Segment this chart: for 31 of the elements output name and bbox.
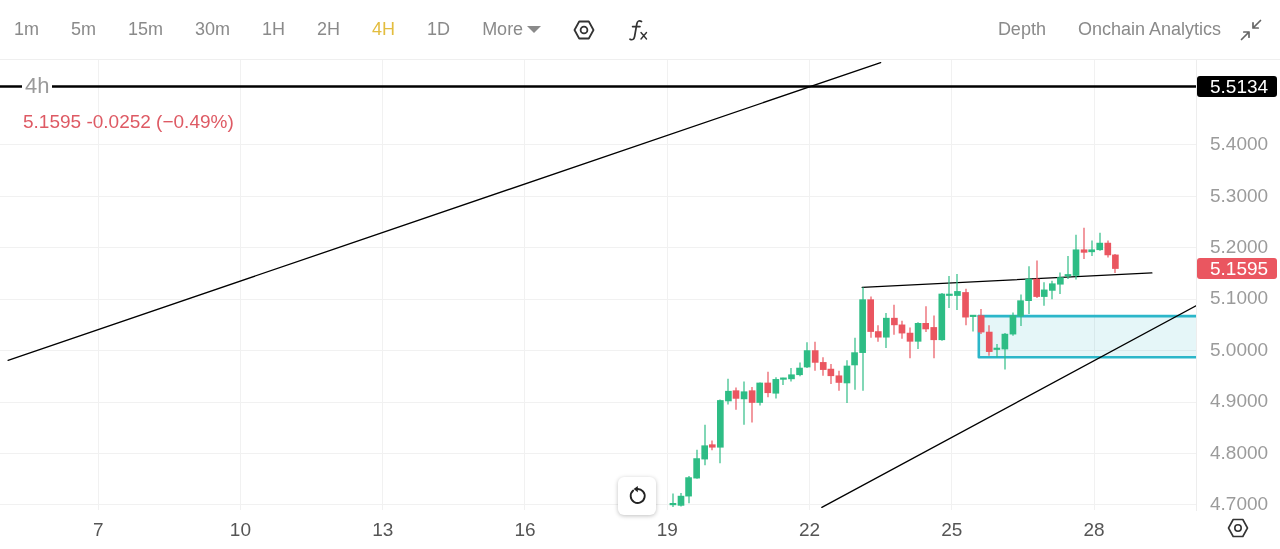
y-tick-label: 4.8000 — [1210, 441, 1269, 463]
text: 4h — [22, 73, 53, 99]
x-tick-label: 16 — [514, 518, 536, 540]
y-tick-label: 5.0000 — [1210, 338, 1269, 360]
x-tick-label: 7 — [92, 518, 104, 540]
text: 5.1595 -0.0252 (−0.49%) — [23, 110, 234, 134]
y-tick-label: 4.9000 — [1210, 390, 1269, 412]
text: More — [482, 19, 524, 40]
x-tick-label: 19 — [656, 518, 678, 540]
y-tick-label: 5.4000 — [1210, 133, 1269, 155]
text: 1m — [14, 19, 40, 40]
x-tick-label: 22 — [798, 518, 821, 540]
text: 1D — [427, 19, 451, 40]
y-tick-label: 5.1000 — [1210, 287, 1269, 309]
x-tick-label: 28 — [1083, 518, 1105, 540]
text: 2H — [317, 19, 341, 40]
x-tick-label: 25 — [941, 518, 963, 540]
y-tick-label: 5.3000 — [1210, 184, 1269, 206]
text: Depth — [997, 19, 1046, 40]
text: 5.1595 — [1210, 257, 1269, 279]
text: 4H — [372, 19, 396, 40]
x-tick-label: 10 — [229, 518, 251, 540]
x-tick-label: 13 — [372, 518, 394, 540]
text: 15m — [128, 19, 164, 40]
text: Onchain Analytics — [1077, 19, 1221, 40]
text: 30m — [195, 19, 231, 40]
y-tick-label: 5.2000 — [1210, 235, 1269, 257]
ref-line-label: 5.5134 — [1210, 75, 1269, 97]
y-tick-label: 4.7000 — [1210, 493, 1269, 515]
text: 1H — [262, 19, 286, 40]
text: 5m — [71, 19, 97, 40]
